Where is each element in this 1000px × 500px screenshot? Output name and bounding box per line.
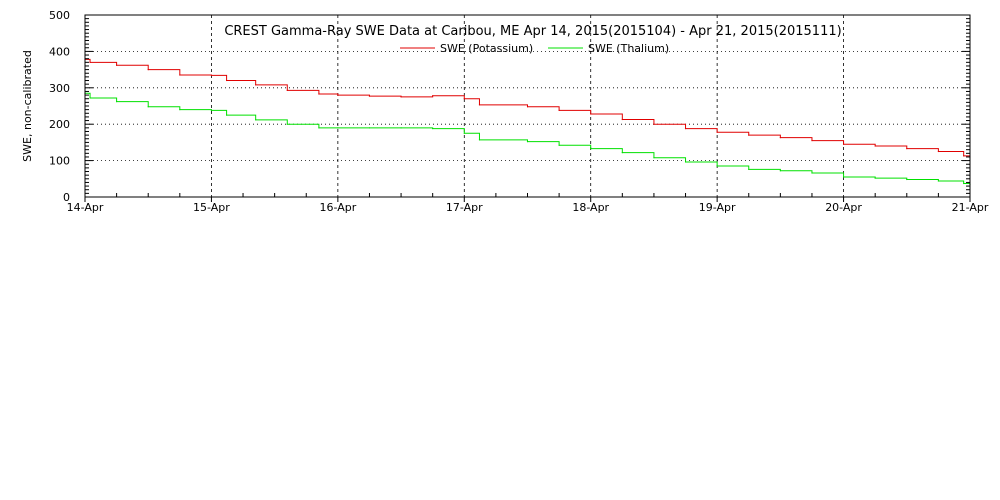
data-point [716, 165, 718, 167]
y-tick-labels: 0 100 200 300 400 500 [49, 9, 70, 204]
data-point [400, 127, 402, 129]
data-point [653, 157, 655, 159]
data-point [89, 97, 91, 99]
data-point [368, 127, 371, 129]
data-point [432, 127, 434, 130]
x-tick-label: 15-Apr [193, 201, 230, 214]
series-line-potassium [85, 58, 971, 157]
y-tick-label: 400 [49, 45, 70, 58]
data-point [463, 98, 465, 100]
data-point [590, 147, 592, 150]
y-axis-label: SWE, non-calibrated [21, 50, 34, 162]
data-point [89, 61, 91, 63]
data-point [286, 123, 288, 125]
data-point [337, 94, 339, 96]
data-point [478, 139, 481, 141]
data-point [811, 139, 813, 142]
data-point [716, 131, 718, 133]
data-point [147, 69, 149, 71]
data-point [558, 109, 560, 111]
x-tick-label: 17-Apr [446, 201, 483, 214]
data-point [842, 176, 845, 178]
data-point [874, 177, 876, 179]
x-tick-labels: 14-Apr 15-Apr 16-Apr 17-Apr 18-Apr 19-Apr 20-A… [67, 201, 989, 214]
data-point [874, 145, 876, 147]
data-point [116, 64, 118, 66]
legend: SWE (Potassium) SWE (Thalium) [400, 42, 669, 55]
data-point [590, 113, 592, 115]
data-point [179, 109, 181, 111]
data-point [963, 182, 965, 185]
data-point [210, 109, 213, 111]
grid [85, 15, 970, 197]
data-point [779, 137, 781, 139]
data-point [337, 127, 339, 129]
data-point [906, 178, 908, 181]
data-point [210, 74, 213, 77]
legend-label: SWE (Thalium) [588, 42, 669, 55]
data-point [478, 104, 481, 106]
data-point [226, 79, 228, 82]
data-point [432, 95, 434, 97]
data-point [255, 84, 257, 86]
data-point [400, 96, 402, 98]
series-group [84, 58, 971, 185]
data-point [226, 114, 228, 116]
x-tick-label: 18-Apr [572, 201, 609, 214]
x-tick-label: 14-Apr [67, 201, 104, 214]
x-tick-label: 21-Apr [952, 201, 989, 214]
data-point [748, 134, 750, 136]
chart-title: CREST Gamma-Ray SWE Data at Caribou, ME … [224, 24, 841, 39]
data-point [526, 106, 529, 108]
data-point [179, 74, 181, 76]
y-tick-label: 100 [49, 155, 70, 168]
y-tick-label: 300 [49, 82, 70, 95]
data-point [842, 143, 845, 145]
y-tick-label: 200 [49, 118, 70, 131]
data-point [684, 161, 687, 163]
data-point [748, 168, 750, 170]
data-point [653, 123, 655, 125]
x-tick-label: 20-Apr [825, 201, 862, 214]
data-point [779, 170, 781, 172]
data-point [621, 151, 623, 154]
data-point [526, 141, 529, 143]
data-point [684, 127, 687, 130]
data-point [558, 144, 560, 146]
data-point [937, 150, 939, 153]
data-point [255, 119, 257, 121]
data-point [147, 106, 149, 108]
data-point [906, 147, 908, 150]
data-point [318, 127, 320, 129]
x-tick-label: 19-Apr [699, 201, 736, 214]
data-point [286, 89, 288, 91]
y-tick-label: 500 [49, 9, 70, 22]
y-tick-label: 0 [63, 191, 70, 204]
data-point [811, 172, 813, 174]
data-point [963, 155, 965, 157]
data-point [318, 93, 320, 95]
x-tick-label: 16-Apr [319, 201, 356, 214]
data-point [368, 95, 371, 97]
data-point [937, 180, 939, 182]
data-point [621, 118, 623, 121]
axis-ticks [84, 14, 971, 202]
data-point [116, 101, 118, 103]
legend-label: SWE (Potassium) [440, 42, 533, 55]
data-point [463, 132, 465, 134]
